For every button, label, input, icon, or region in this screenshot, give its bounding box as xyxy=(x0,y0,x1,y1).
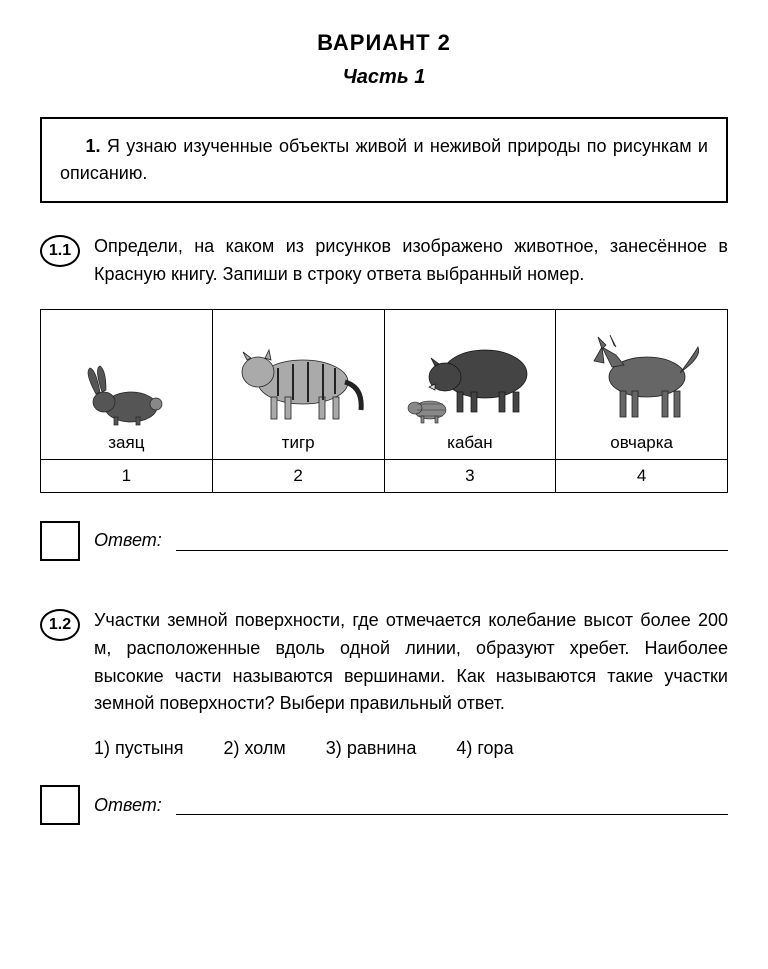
tiger-icon xyxy=(217,322,380,427)
boar-icon xyxy=(389,322,552,427)
answer-row-1-2: Ответ: xyxy=(40,785,728,825)
option-4: 4) гора xyxy=(456,738,513,759)
animal-label: заяц xyxy=(45,433,208,453)
part-title: Часть 1 xyxy=(40,66,728,89)
answer-label: Ответ: xyxy=(94,530,162,551)
animal-number: 1 xyxy=(41,459,213,492)
variant-title: ВАРИАНТ 2 xyxy=(40,30,728,56)
intro-number: 1. xyxy=(85,136,100,156)
option-1: 1) пустыня xyxy=(94,738,183,759)
score-box[interactable] xyxy=(40,521,80,561)
rabbit-icon xyxy=(45,322,208,427)
animal-number: 3 xyxy=(384,459,556,492)
dog-icon xyxy=(560,322,723,427)
option-2: 2) холм xyxy=(223,738,285,759)
task-text: Определи, на каком из рисунков изображен… xyxy=(94,233,728,289)
animal-cell-1: заяц xyxy=(41,309,213,459)
animal-label: кабан xyxy=(389,433,552,453)
answer-line[interactable] xyxy=(176,795,728,815)
option-3: 3) равнина xyxy=(326,738,417,759)
animal-cell-3: кабан xyxy=(384,309,556,459)
animal-cell-2: тигр xyxy=(212,309,384,459)
animal-number: 2 xyxy=(212,459,384,492)
task-number-badge: 1.2 xyxy=(40,609,80,641)
answer-label: Ответ: xyxy=(94,795,162,816)
options-row: 1) пустыня 2) холм 3) равнина 4) гора xyxy=(94,738,728,759)
animal-label: овчарка xyxy=(560,433,723,453)
task-number-badge: 1.1 xyxy=(40,235,80,267)
animal-number: 4 xyxy=(556,459,728,492)
task-1-2: 1.2 Участки земной поверхности, где отме… xyxy=(40,607,728,719)
task-1-1: 1.1 Определи, на каком из рисунков изобр… xyxy=(40,233,728,289)
animal-table: заяц xyxy=(40,309,728,493)
animal-cell-4: овчарка xyxy=(556,309,728,459)
intro-text: Я узнаю изученные объекты живой и неживо… xyxy=(60,136,708,183)
task-text: Участки земной поверхности, где отмечает… xyxy=(94,607,728,719)
answer-line[interactable] xyxy=(176,531,728,551)
animal-label: тигр xyxy=(217,433,380,453)
intro-box: 1. Я узнаю изученные объекты живой и неж… xyxy=(40,117,728,203)
score-box[interactable] xyxy=(40,785,80,825)
answer-row-1-1: Ответ: xyxy=(40,521,728,561)
